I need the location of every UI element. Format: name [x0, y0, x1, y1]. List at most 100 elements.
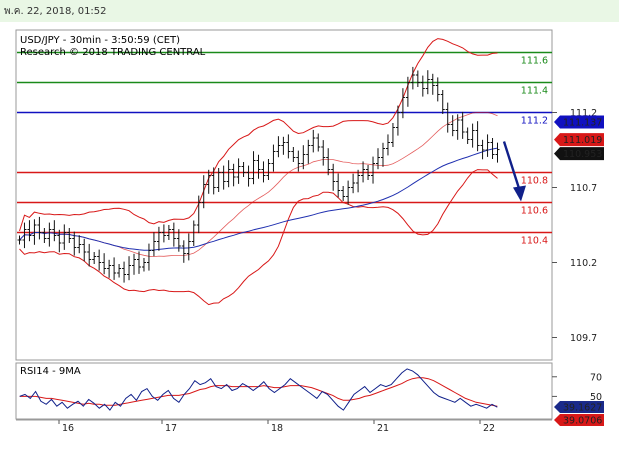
chart-subtitle: Research © 2018 TRADING CENTRAL [20, 47, 206, 58]
rsi-tag-box [554, 414, 604, 427]
level-label: 111.6 [521, 56, 548, 67]
candle [161, 224, 166, 243]
candle [276, 136, 281, 158]
candle [336, 173, 341, 198]
candle [266, 159, 271, 180]
candle [296, 150, 301, 172]
candle [415, 70, 420, 87]
candle [306, 139, 311, 164]
rsi-tick-label: 70 [590, 372, 602, 383]
moving-average [19, 147, 498, 251]
candle [52, 220, 57, 242]
candle [27, 220, 32, 242]
candle [17, 235, 22, 245]
candle [450, 115, 455, 137]
level-label: 110.6 [521, 206, 548, 217]
level-label: 111.2 [521, 116, 548, 127]
candle [445, 102, 450, 133]
chart-canvas: 111.6 111.4 111.2 110.8 110.6 110.4 111.2 110.… [15, 29, 604, 432]
candle [127, 256, 132, 281]
rsi-label: RSI14 - 9MA [20, 366, 81, 377]
candle [136, 251, 141, 274]
bollinger-lower [19, 169, 498, 306]
candle [440, 90, 445, 114]
candle [221, 165, 226, 190]
y-tick-label: 110.2 [570, 258, 597, 269]
candle [117, 264, 122, 278]
candle [346, 180, 351, 205]
candle [102, 253, 107, 275]
candle [316, 133, 321, 152]
candle [132, 253, 137, 275]
candle [186, 233, 191, 261]
candle [470, 123, 475, 148]
candle [460, 111, 465, 139]
candle [62, 224, 67, 250]
x-tick-label: 22 [483, 423, 495, 432]
level-label: 111.4 [521, 86, 548, 97]
candle [206, 169, 211, 194]
candle [281, 136, 286, 155]
candle [57, 229, 62, 253]
arrow-shaft [502, 141, 522, 192]
rsi-panel-frame [15, 362, 553, 420]
candle [241, 162, 246, 177]
candle [42, 228, 47, 243]
rsi-tag-text: 39.0706 [563, 416, 602, 427]
candle [405, 76, 410, 107]
candle [395, 105, 400, 136]
candle [47, 222, 52, 247]
candle [465, 127, 470, 144]
date-timestamp: พ.ค. 22, 2018, 01:52 [4, 6, 107, 17]
candle [430, 73, 435, 95]
candle [107, 259, 112, 278]
candle [331, 163, 336, 191]
time-axis: 16 17 18 21 22 [58, 420, 495, 432]
candle [420, 75, 425, 97]
candle [495, 142, 500, 163]
price-tag: 111.137 [554, 115, 604, 129]
candle [286, 134, 291, 159]
rsi-tag: 39.1627 [554, 401, 604, 414]
candle [475, 121, 480, 152]
candle [380, 142, 385, 167]
candle [376, 148, 381, 170]
price-tags: 111.137 111.019 110.953 [554, 115, 604, 161]
candle [256, 154, 261, 179]
candle [410, 66, 415, 90]
candle [216, 168, 221, 192]
candle [371, 156, 376, 184]
rsi-tick-label: 50 [590, 392, 602, 403]
candle [326, 148, 331, 176]
price-tag: 111.019 [554, 133, 604, 147]
level-label: 110.4 [521, 236, 548, 247]
bollinger-bands [19, 38, 498, 306]
y-tick-label: 111.2 [570, 108, 597, 119]
rsi-tag-text: 39.1627 [563, 403, 602, 414]
candle [246, 165, 251, 187]
price-panel-frame [15, 29, 553, 361]
x-tick-label: 21 [377, 423, 389, 432]
price-tag-text: 111.019 [563, 135, 602, 146]
candle [311, 129, 316, 153]
candle [301, 145, 306, 170]
candle [87, 243, 92, 267]
candle [22, 222, 27, 249]
arrow-head [513, 185, 526, 202]
candle [236, 158, 241, 184]
price-tag-box [554, 115, 604, 129]
candle [77, 235, 82, 254]
candle [171, 222, 176, 247]
candle [356, 169, 361, 193]
candle [32, 219, 37, 245]
price-tag: 110.953 [554, 147, 604, 161]
candle [67, 228, 72, 243]
candle [366, 165, 371, 180]
candle [82, 238, 87, 262]
candle [112, 257, 117, 280]
candle [151, 232, 156, 257]
candle [251, 151, 256, 185]
price-tag-box [554, 147, 604, 161]
rsi-tag-box [554, 401, 604, 414]
candle [351, 173, 356, 194]
